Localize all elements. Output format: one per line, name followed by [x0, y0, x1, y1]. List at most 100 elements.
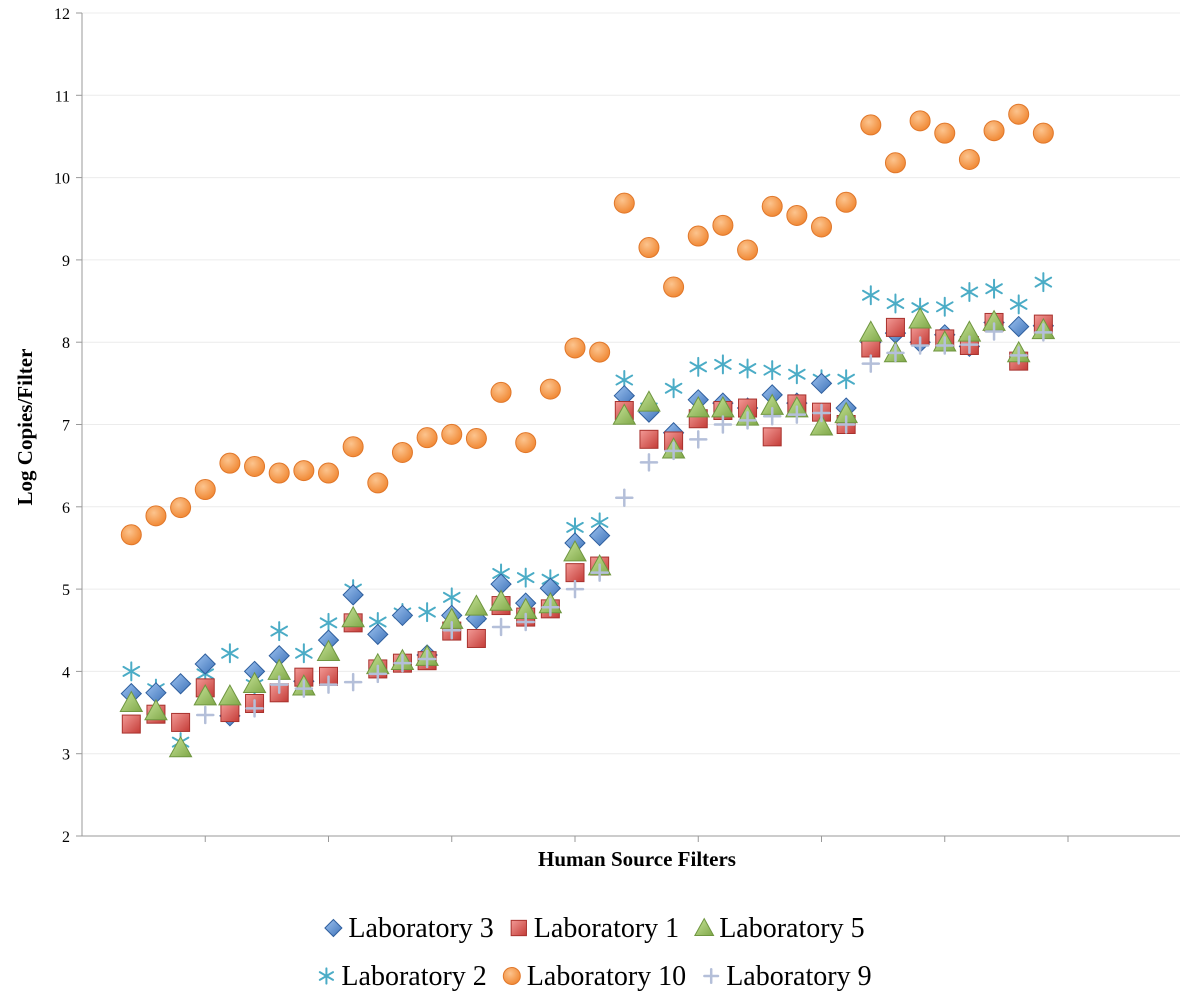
- data-point: [120, 524, 142, 546]
- data-point: [293, 460, 315, 482]
- data-point: [269, 675, 289, 694]
- data-point: [958, 148, 980, 170]
- data-point: [416, 427, 438, 449]
- data-point: [737, 239, 759, 261]
- data-point: [588, 524, 611, 547]
- data-point: [886, 343, 905, 363]
- y-tick-label: 9: [62, 253, 70, 270]
- legend-item: Laboratory 9: [703, 961, 872, 992]
- data-point: [812, 403, 831, 423]
- data-point: [194, 653, 216, 675]
- data-point: [983, 120, 1005, 142]
- data-point: [713, 415, 733, 434]
- data-point: [811, 216, 832, 238]
- data-point: [220, 703, 240, 723]
- y-tick-label: 7: [62, 418, 70, 435]
- data-point: [1008, 103, 1030, 125]
- data-point: [908, 307, 932, 329]
- data-point: [418, 602, 436, 623]
- series-laboratory-9: [196, 322, 1053, 725]
- data-point: [761, 195, 783, 217]
- y-axis-title: Log Copies/Filter: [13, 349, 37, 506]
- data-point: [168, 735, 193, 758]
- data-point: [612, 403, 637, 425]
- data-point: [935, 296, 954, 317]
- series-laboratory-3: [120, 311, 1055, 727]
- data-point: [295, 643, 313, 664]
- data-point: [491, 617, 511, 637]
- data-point: [170, 497, 192, 519]
- data-point: [687, 225, 709, 247]
- data-point: [319, 675, 338, 694]
- legend-item: Laboratory 5: [693, 913, 865, 944]
- y-tick-label: 11: [55, 88, 70, 105]
- x-axis-title: Human Source Filters: [538, 847, 736, 871]
- data-point: [984, 322, 1004, 341]
- data-point: [221, 643, 239, 664]
- data-point: [563, 540, 587, 562]
- data-point: [465, 427, 487, 449]
- data-point: [714, 354, 732, 375]
- data-point: [934, 122, 956, 144]
- data-point: [121, 714, 141, 734]
- data-point: [516, 612, 535, 632]
- data-point: [862, 285, 880, 306]
- data-point: [762, 427, 782, 447]
- data-point: [565, 563, 585, 583]
- series-laboratory-10: [120, 103, 1054, 546]
- data-point: [515, 432, 537, 454]
- data-point: [218, 684, 242, 706]
- data-point: [368, 664, 388, 684]
- data-point: [589, 341, 611, 363]
- data-point: [442, 587, 461, 608]
- y-tick-label: 10: [54, 171, 70, 188]
- legend-item: Laboratory 10: [502, 961, 686, 992]
- data-point: [169, 673, 192, 695]
- data-point: [615, 488, 634, 507]
- data-point: [193, 684, 218, 706]
- data-point: [960, 335, 979, 354]
- data-point: [417, 649, 437, 669]
- data-point: [144, 698, 168, 721]
- data-point: [613, 192, 635, 214]
- data-point: [909, 110, 931, 132]
- legend-label: Laboratory 2: [341, 961, 486, 992]
- data-point: [391, 604, 414, 627]
- data-point: [367, 623, 389, 646]
- data-point: [738, 358, 757, 379]
- data-point: [490, 381, 512, 403]
- data-point: [270, 621, 288, 642]
- legend-label: Laboratory 10: [527, 961, 686, 992]
- data-point: [738, 411, 757, 430]
- data-point: [884, 152, 906, 174]
- data-point: [1007, 315, 1030, 338]
- legend-marker: [510, 919, 527, 937]
- series-laboratory-5: [119, 307, 1056, 758]
- data-point: [861, 338, 881, 358]
- data-point: [1032, 122, 1054, 144]
- data-point: [319, 612, 338, 633]
- data-point: [342, 436, 364, 458]
- y-tick-label: 2: [62, 829, 70, 846]
- data-point: [590, 563, 609, 582]
- data-point: [565, 579, 585, 599]
- data-point: [119, 690, 144, 712]
- data-point: [787, 405, 807, 424]
- data-points: [119, 103, 1056, 758]
- legend-item: Laboratory 1: [510, 913, 679, 944]
- legend-item: Laboratory 2: [318, 961, 487, 992]
- data-point: [638, 237, 660, 259]
- data-point: [539, 378, 561, 400]
- legend-label: Laboratory 1: [534, 913, 679, 944]
- legend: Laboratory 3 Laboratory 1 Laboratory 5 Labo…: [318, 913, 872, 992]
- data-point: [985, 278, 1003, 299]
- data-point: [860, 114, 882, 136]
- data-point: [268, 462, 290, 484]
- data-point: [196, 705, 215, 725]
- legend-marker: [318, 967, 335, 985]
- data-point: [541, 597, 560, 617]
- tick-labels: 2 3 4 5 6 7 8 9 10 11 12: [54, 6, 70, 846]
- data-point: [242, 671, 267, 694]
- data-point: [316, 639, 341, 661]
- data-point: [689, 356, 708, 377]
